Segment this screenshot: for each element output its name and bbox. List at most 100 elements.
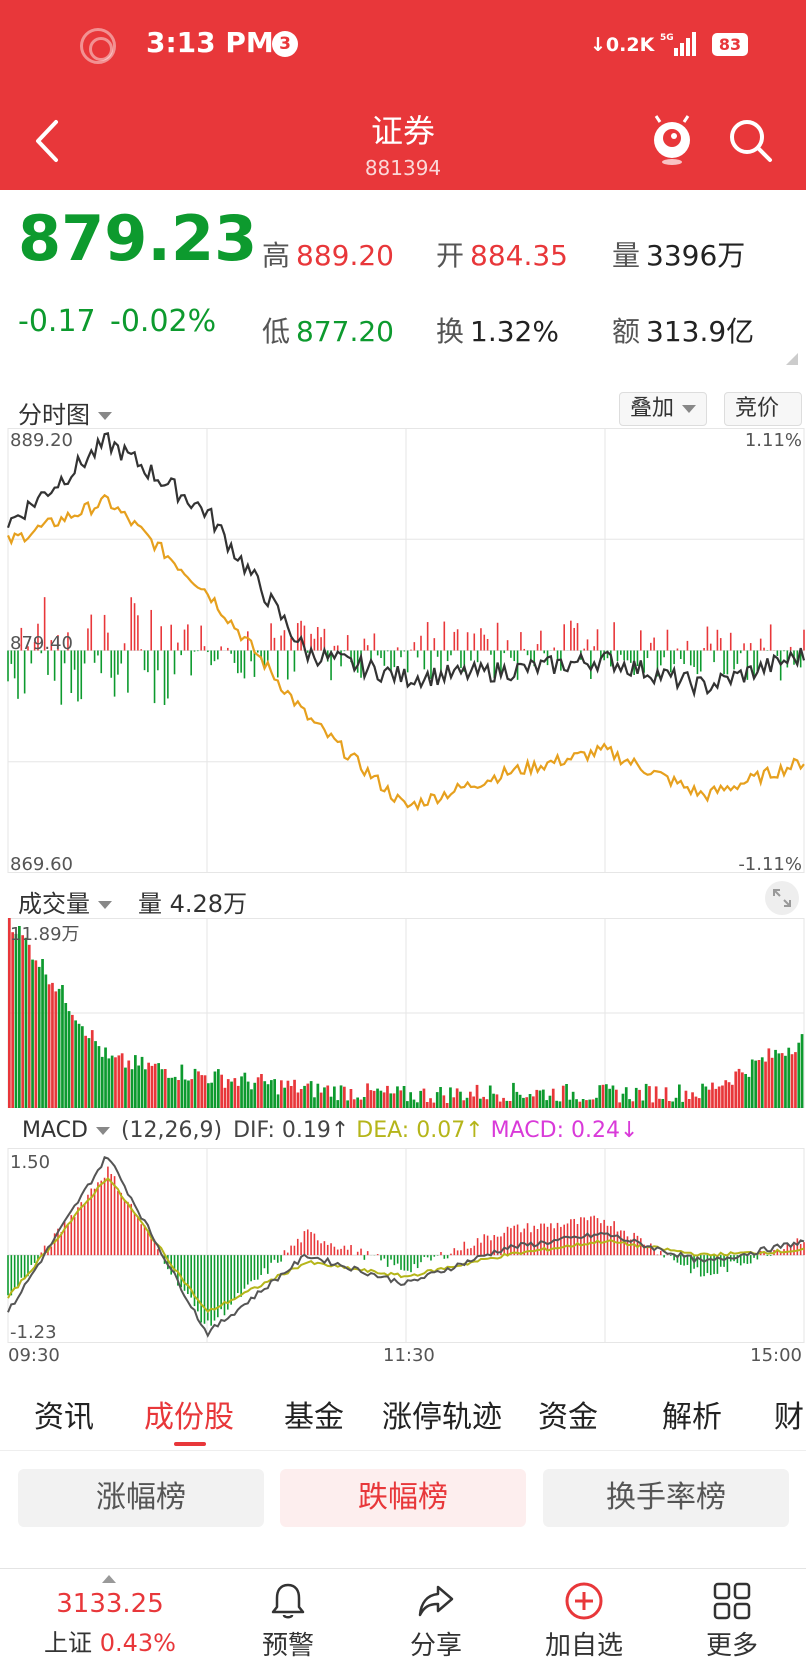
volume-bar <box>127 1060 131 1108</box>
share-button[interactable]: 分享 <box>376 1569 496 1674</box>
dea-value: DEA: 0.07↑ <box>356 1118 484 1143</box>
search-icon[interactable] <box>726 116 774 164</box>
tab-constituents[interactable]: 成份股 <box>144 1400 234 1435</box>
high-field: 高 889.20 <box>262 234 394 274</box>
volume-bar <box>750 1059 754 1108</box>
indicator-selector[interactable]: 成交量 <box>18 884 112 919</box>
volume-bar <box>120 1053 124 1108</box>
volume-bar <box>392 1093 396 1108</box>
volume-bar <box>644 1083 648 1108</box>
expand-corner-icon[interactable] <box>786 353 798 365</box>
index-ticker[interactable]: 3133.25 上证 0.43% <box>30 1569 190 1674</box>
volume-bar <box>412 1099 416 1108</box>
add-to-watchlist-button[interactable]: 加自选 <box>524 1569 644 1674</box>
index-info: 上证 0.43% <box>30 1623 190 1658</box>
battery-level: 83 <box>712 33 748 56</box>
volume-bar <box>711 1082 714 1108</box>
tab-analysis[interactable]: 解析 <box>662 1400 722 1435</box>
volume-bar <box>356 1097 359 1108</box>
volume-bar <box>396 1086 399 1108</box>
volume-bar <box>691 1092 694 1108</box>
sector-code: 881394 <box>364 156 442 180</box>
volume-bar <box>210 1082 213 1108</box>
volume-bar <box>41 959 44 1108</box>
price-axis-mid: 879.40 <box>10 633 73 654</box>
volume-bar <box>346 1100 349 1108</box>
volume-bar <box>409 1092 412 1108</box>
pct-axis-max: 1.11% <box>744 430 802 451</box>
volume-bar <box>601 1084 605 1108</box>
macd-chart[interactable] <box>0 1148 806 1343</box>
volume-bar <box>472 1096 475 1108</box>
volume-bar <box>757 1060 761 1108</box>
volume-bar <box>681 1101 684 1108</box>
volume-bar <box>183 1079 187 1108</box>
bell-icon <box>271 1583 305 1619</box>
volume-bar <box>8 918 11 1108</box>
volume-bar <box>47 984 51 1108</box>
volume-bar <box>608 1088 611 1108</box>
auction-button[interactable]: 竞价 <box>724 392 802 426</box>
volume-bar <box>518 1094 522 1108</box>
mascot-assistant-icon[interactable] <box>648 114 696 166</box>
volume-bar <box>160 1069 164 1108</box>
volume-bar <box>651 1102 655 1108</box>
fullscreen-icon[interactable] <box>764 880 800 916</box>
volume-bar <box>465 1097 469 1108</box>
volume-bar <box>97 1046 101 1108</box>
volume-bar <box>551 1088 555 1108</box>
volume-bar <box>21 935 24 1108</box>
macd-selector[interactable]: MACD <box>22 1118 88 1143</box>
tab-funds[interactable]: 基金 <box>284 1400 344 1435</box>
volume-bar <box>485 1099 489 1108</box>
volume-bar <box>442 1095 446 1108</box>
back-arrow-icon[interactable] <box>28 116 68 166</box>
volume-bar <box>372 1090 376 1108</box>
macd-params: (12,26,9) <box>120 1118 223 1143</box>
volume-bar <box>339 1085 343 1108</box>
volume-bar <box>406 1101 409 1108</box>
bottom-bar: 3133.25 上证 0.43% 预警 分享 加自选 更多 <box>0 1568 806 1673</box>
low-field: 低 877.20 <box>262 310 394 350</box>
losers-ranking-button[interactable]: 跌幅榜 <box>280 1469 526 1527</box>
volume-bar <box>230 1081 233 1108</box>
volume-bar <box>226 1079 230 1108</box>
volume-bar <box>382 1092 386 1108</box>
alert-button[interactable]: 预警 <box>228 1569 348 1674</box>
gainers-ranking-button[interactable]: 涨幅榜 <box>18 1469 264 1527</box>
volume-bar <box>618 1102 621 1108</box>
volume-bar <box>359 1099 363 1108</box>
volume-bar <box>306 1083 310 1108</box>
volume-bar <box>190 1079 194 1108</box>
tab-limit-up-trace[interactable]: 涨停轨迹 <box>382 1400 502 1435</box>
more-button[interactable]: 更多 <box>672 1569 792 1674</box>
alert-label: 预警 <box>261 1631 314 1661</box>
volume-bar <box>24 937 28 1108</box>
tab-news[interactable]: 资讯 <box>34 1400 94 1435</box>
dif-line <box>7 1156 805 1338</box>
tab-finance[interactable]: 财 <box>774 1400 804 1435</box>
turnover-ranking-button[interactable]: 换手率榜 <box>543 1469 789 1527</box>
volume-bar <box>313 1097 316 1108</box>
amount-label: 额 <box>612 315 641 348</box>
chart-type-label: 分时图 <box>18 401 90 429</box>
volume-bar <box>591 1099 595 1108</box>
volume-bar <box>163 1069 167 1108</box>
intraday-price-chart[interactable] <box>0 428 806 873</box>
chart-type-selector[interactable]: 分时图 <box>18 395 112 430</box>
volume-bar <box>578 1101 582 1108</box>
overlay-button[interactable]: 叠加 <box>619 392 708 426</box>
volume-bar <box>197 1071 200 1108</box>
volume-bar <box>734 1071 738 1108</box>
volume-bar <box>137 1065 140 1108</box>
average-price-line <box>6 493 805 812</box>
volume-bar <box>449 1087 452 1108</box>
volume-bar <box>724 1080 728 1108</box>
turnover-label: 换 <box>436 315 465 348</box>
tab-capital[interactable]: 资金 <box>538 1400 598 1435</box>
volume-bar <box>263 1081 267 1108</box>
volume-bar-chart[interactable] <box>0 918 806 1108</box>
last-price: 879.23 <box>18 202 258 275</box>
volume-bar <box>283 1087 286 1108</box>
volume-bar <box>668 1101 671 1108</box>
